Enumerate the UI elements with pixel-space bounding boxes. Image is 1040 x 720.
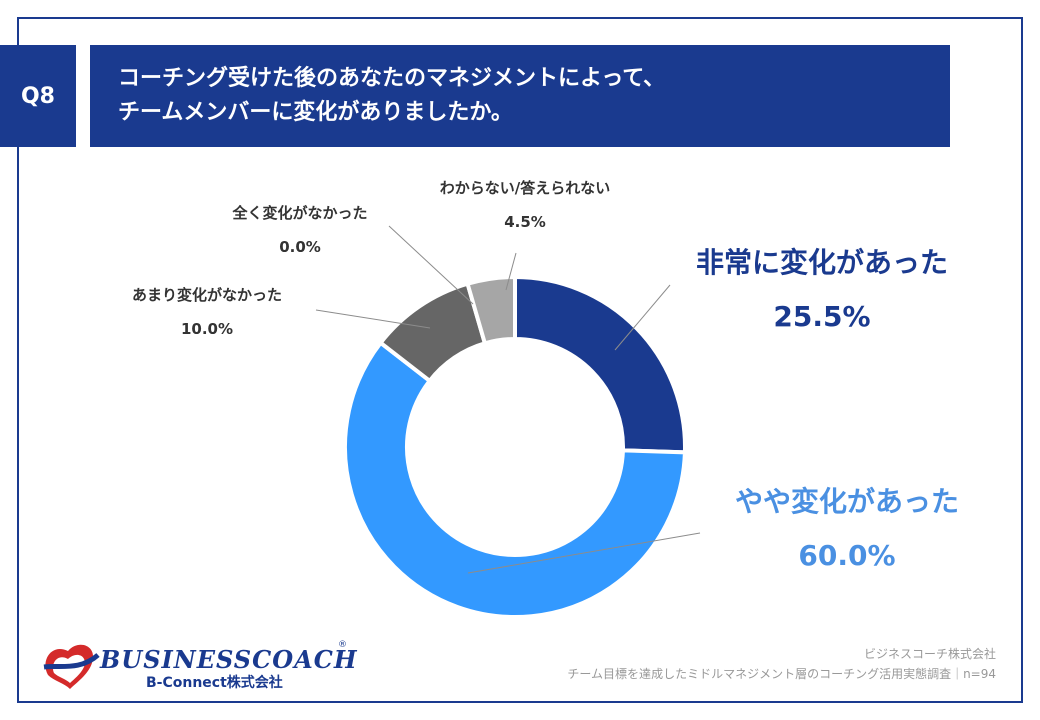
- footer-company: ビジネスコーチ株式会社: [863, 647, 996, 661]
- brand-name: BUSINESSCOACH: [100, 645, 358, 674]
- slice-label-somewhat-changed: やや変化があった 60.0%: [712, 475, 982, 583]
- slice-label-name: わからない/答えられない: [439, 179, 611, 197]
- slice-label-value: 60.0%: [798, 539, 896, 572]
- slice-label-no-change: 全く変化がなかった 0.0%: [195, 196, 405, 264]
- donut-slice-4: [465, 274, 517, 346]
- footer-survey: チーム目標を達成したミドルマネジメント層のコーチング活用実態調査｜n=94: [567, 667, 996, 681]
- slice-label-value: 25.5%: [773, 300, 871, 333]
- business-coach-logo: ®: [43, 640, 347, 689]
- slice-label-value: 10.0%: [180, 320, 234, 338]
- leader-line-0: [614, 284, 671, 351]
- leader-line-3: [315, 309, 431, 329]
- question-title: コーチング受けた後のあなたのマネジメントによって、 チームメンバーに変化がありま…: [90, 45, 950, 147]
- slice-label-unknown: わからない/答えられない 4.5%: [400, 171, 650, 239]
- leader-line-1: [467, 532, 701, 574]
- leader-line-2: [388, 225, 474, 305]
- question-title-line1: コーチング受けた後のあなたのマネジメントによって、: [118, 66, 666, 91]
- slice-label-name: 非常に変化があった: [695, 246, 948, 279]
- donut-slice-1: [343, 339, 687, 619]
- question-badge: Q8: [0, 45, 76, 147]
- leader-line-4: [505, 252, 517, 291]
- footer-source: ビジネスコーチ株式会社 チーム目標を達成したミドルマネジメント層のコーチング活用…: [567, 644, 996, 684]
- svg-text:®: ®: [338, 640, 347, 650]
- slice-label-very-changed: 非常に変化があった 25.5%: [672, 236, 972, 344]
- slice-label-name: 全く変化がなかった: [232, 204, 368, 222]
- question-title-line2: チームメンバーに変化がありましたか。: [118, 100, 513, 125]
- slice-label-name: やや変化があった: [734, 485, 959, 518]
- slice-label-little-change: あまり変化がなかった 10.0%: [93, 278, 321, 346]
- slice-label-value: 4.5%: [504, 213, 546, 231]
- slice-label-value: 0.0%: [279, 238, 321, 256]
- donut-slice-0: [513, 274, 687, 455]
- slice-label-name: あまり変化がなかった: [131, 286, 282, 304]
- brand-sub: B-Connect株式会社: [146, 675, 283, 691]
